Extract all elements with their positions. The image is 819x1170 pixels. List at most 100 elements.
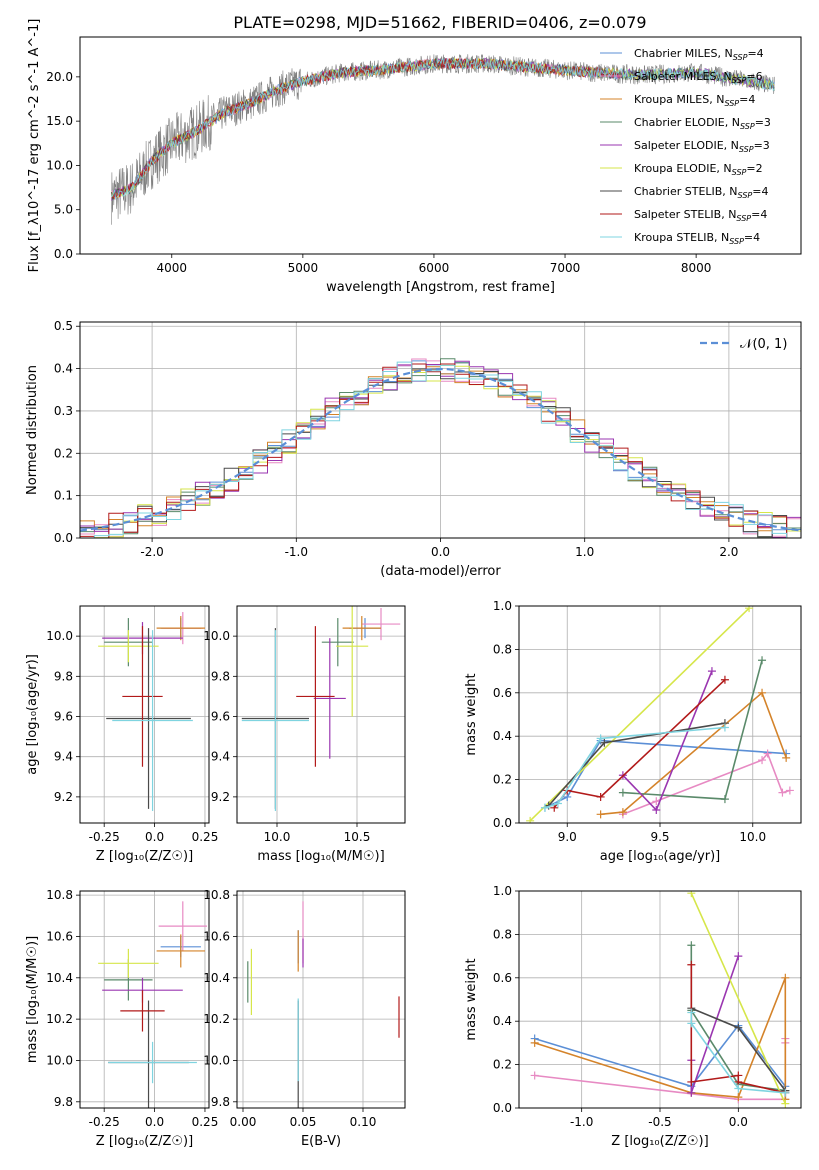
weight-line-8 <box>544 726 725 809</box>
legend-name: Chabrier MILES, N <box>634 47 733 60</box>
x-tick-label: 10.0 <box>264 830 291 844</box>
legend-count: =3 <box>754 139 770 152</box>
y-tick-label: 0.0 <box>493 1101 512 1115</box>
x-axis-label: mass [log₁₀(M/M☉)] <box>257 849 384 864</box>
y-tick-label: 0.0 <box>54 247 73 261</box>
legend-name: Salpeter ELODIE, N <box>634 139 739 152</box>
x-tick-label: 0.00 <box>230 1115 257 1129</box>
panel-weight_vs_age: 9.0 9.5 10.0 0.0 0.2 0.4 0.6 0.8 1.0 age [log₁₀(a… <box>464 599 802 864</box>
y-tick-label: 0.6 <box>493 971 512 985</box>
legend-name: Salpeter MILES, N <box>634 70 732 83</box>
x-tick-label: 5000 <box>288 261 319 275</box>
x-tick-label: 1.0 <box>575 545 594 559</box>
y-tick-label: 10.4 <box>203 971 230 985</box>
weight-point <box>526 816 535 823</box>
y-tick-label: 10.0 <box>203 629 230 643</box>
x-tick-label: -1.0 <box>285 545 308 559</box>
weight-point <box>687 1077 696 1086</box>
legend-count: =3 <box>755 116 771 129</box>
x-tick-label: -0.5 <box>648 1115 671 1129</box>
plot-area <box>519 606 801 823</box>
axes-frame <box>236 605 406 824</box>
legend-count: =4 <box>747 47 763 60</box>
y-tick-label: 9.8 <box>211 669 230 683</box>
legend-count: =4 <box>751 208 767 221</box>
weight-point <box>618 788 627 797</box>
x-axis-label: Z [log₁₀(Z/Z☉)] <box>96 849 193 864</box>
y-tick-label: 20.0 <box>46 70 73 84</box>
x-axis-label: E(B-V) <box>301 1134 341 1149</box>
legend-count: =4 <box>744 231 760 244</box>
weight-point <box>540 803 549 812</box>
weight-point <box>530 1071 539 1080</box>
y-tick-label: 10.2 <box>203 1012 230 1026</box>
legend-entry-2: Kroupa MILES, NSSP=4 <box>634 93 755 108</box>
x-tick-label: 0.05 <box>290 1115 317 1129</box>
axes-frame <box>79 36 802 255</box>
legend-count: =2 <box>746 162 762 175</box>
y-tick-label: 0.2 <box>493 773 512 787</box>
axes-frame <box>79 321 802 539</box>
weight-point <box>687 1019 696 1028</box>
legend-entry-normal: 𝒩(0, 1) <box>740 337 787 352</box>
x-axis-label: wavelength [Angstrom, rest frame] <box>326 280 555 295</box>
plot-area <box>519 891 801 1108</box>
y-tick-label: 10.8 <box>46 888 73 902</box>
weight-point <box>778 788 787 797</box>
weight-point <box>720 795 729 804</box>
y-tick-label: 10.6 <box>203 929 230 943</box>
weight-point <box>745 606 754 613</box>
weight-line-4 <box>622 670 713 812</box>
plot-area <box>80 606 209 823</box>
axes-frame <box>79 890 210 1109</box>
panel-age_vs_mass: 10.0 10.5 9.2 9.4 9.6 9.8 10.0 mass [log₁₀(M/M☉… <box>203 605 406 864</box>
x-tick-label: -0.25 <box>89 830 120 844</box>
weight-point <box>618 808 627 817</box>
x-tick-label: 4000 <box>156 261 187 275</box>
x-tick-label: 8000 <box>681 261 712 275</box>
weight-point <box>781 1099 790 1108</box>
y-tick-label: 0.6 <box>493 686 512 700</box>
legend-entry-8: Kroupa STELIB, NSSP=4 <box>634 231 760 246</box>
x-tick-label: 0.10 <box>350 1115 377 1129</box>
y-axis-label: age [log₁₀(age/yr)] <box>25 654 40 775</box>
legend-subscript: SSP <box>740 122 755 131</box>
axes-frame <box>79 605 210 824</box>
x-tick-label: 0.25 <box>192 830 219 844</box>
x-axis-label: Z [log₁₀(Z/Z☉)] <box>611 1134 708 1149</box>
y-tick-label: 1.0 <box>493 599 512 613</box>
panel-age_vs_Z: -0.25 0.0 0.25 9.2 9.4 9.6 9.8 10.0 Z [log₁₀(Z/Z… <box>25 605 219 864</box>
legend-name: Kroupa MILES, N <box>634 93 724 106</box>
x-axis-label: Z [log₁₀(Z/Z☉)] <box>96 1134 193 1149</box>
y-tick-label: 0.1 <box>54 489 73 503</box>
legend-name: Chabrier STELIB, N <box>634 185 738 198</box>
y-tick-label: 9.8 <box>211 1095 230 1109</box>
plot-area <box>237 891 405 1108</box>
legend-name: Salpeter STELIB, N <box>634 208 736 221</box>
y-tick-label: 9.6 <box>211 710 230 724</box>
weight-point <box>781 1088 790 1097</box>
weight-line-1 <box>622 752 791 816</box>
weight-point <box>596 792 605 801</box>
y-tick-label: 9.6 <box>54 710 73 724</box>
legend-entry-3: Chabrier ELODIE, NSSP=3 <box>634 116 771 131</box>
weight-point <box>720 723 729 732</box>
x-tick-label: -2.0 <box>140 545 163 559</box>
y-tick-label: 9.4 <box>211 750 230 764</box>
figure-title: PLATE=0298, MJD=51662, FIBERID=0406, z=0… <box>233 13 646 32</box>
y-axis-label: mass weight <box>464 958 479 1040</box>
y-tick-label: 10.2 <box>46 1012 73 1026</box>
weight-point <box>758 688 767 697</box>
x-axis-label: age [log₁₀(age/yr)] <box>600 849 721 864</box>
x-axis-label: (data-model)/error <box>380 564 501 579</box>
panel-mass_vs_Z: -0.25 0.0 0.25 9.8 10.0 10.2 10.4 10.6 10.8 Z [lo… <box>25 888 218 1149</box>
y-tick-label: 0.4 <box>493 729 512 743</box>
legend-entry-0: Chabrier MILES, NSSP=4 <box>634 47 764 62</box>
weight-point <box>734 1023 743 1032</box>
weight-point <box>687 1008 696 1017</box>
y-tick-label: 0.8 <box>493 642 512 656</box>
legend-entry-4: Salpeter ELODIE, NSSP=3 <box>634 139 770 154</box>
legend-name: Kroupa STELIB, N <box>634 231 729 244</box>
legend-entry-7: Salpeter STELIB, NSSP=4 <box>634 208 767 223</box>
y-tick-label: 9.2 <box>211 790 230 804</box>
